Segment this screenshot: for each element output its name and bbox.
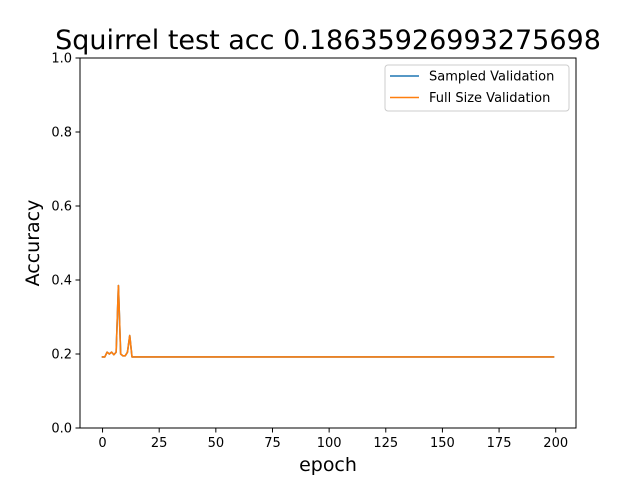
x-axis: 0 25 50 75 100 125 150 175 200 xyxy=(98,428,568,451)
plot-background xyxy=(80,58,576,428)
series-line-1 xyxy=(101,284,555,358)
x-tick-label: 50 xyxy=(208,436,225,451)
y-tick-label: 0.0 xyxy=(51,422,72,437)
y-tick-label: 0.8 xyxy=(51,126,72,141)
plot-frame xyxy=(79,57,577,429)
x-tick-label: 0 xyxy=(98,436,106,451)
legend-box xyxy=(384,64,570,112)
x-tick-label: 175 xyxy=(487,436,512,451)
legend-label-0: Sampled Validation xyxy=(429,70,554,85)
x-axis-label: epoch xyxy=(299,454,357,476)
x-tick-label: 150 xyxy=(430,436,455,451)
series-layer xyxy=(101,284,555,358)
x-tick-label: 25 xyxy=(151,436,168,451)
y-tick-label: 0.6 xyxy=(51,200,72,215)
x-tick-label: 100 xyxy=(317,436,342,451)
x-tick-label: 125 xyxy=(373,436,398,451)
y-tick-label: 1.0 xyxy=(51,52,72,67)
legend: Sampled Validation Full Size Validation xyxy=(384,64,570,112)
y-axis-label: Accuracy xyxy=(22,200,44,287)
y-tick-label: 0.2 xyxy=(51,348,72,363)
y-axis: 0.0 0.2 0.4 0.6 0.8 1.0 xyxy=(51,52,80,437)
chart-title: Squirrel test acc 0.18635926993275698 xyxy=(55,25,601,56)
x-tick-label: 200 xyxy=(543,436,568,451)
y-tick-label: 0.4 xyxy=(51,274,72,289)
x-tick-label: 75 xyxy=(264,436,281,451)
plot-area xyxy=(80,58,576,428)
legend-label-1: Full Size Validation xyxy=(429,91,550,106)
